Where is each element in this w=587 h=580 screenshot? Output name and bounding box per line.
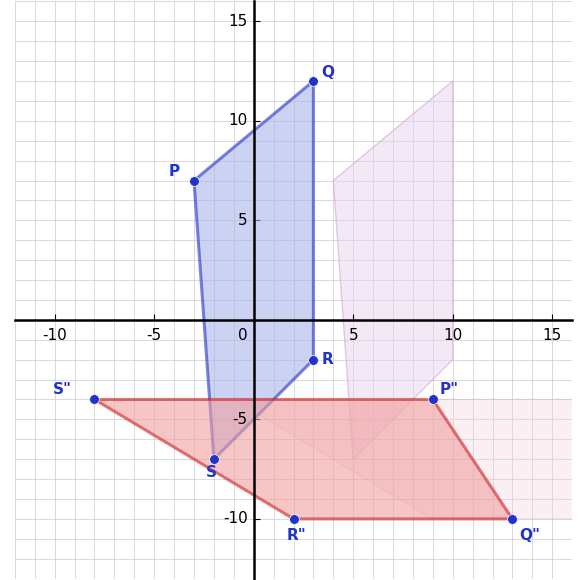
- Text: 15: 15: [542, 328, 562, 343]
- Text: R": R": [286, 528, 306, 543]
- Text: S: S: [205, 465, 217, 480]
- Polygon shape: [194, 81, 313, 459]
- Text: P": P": [440, 382, 459, 397]
- Text: 10: 10: [443, 328, 463, 343]
- Text: -5: -5: [147, 328, 162, 343]
- Text: Q": Q": [519, 528, 541, 543]
- Text: 5: 5: [349, 328, 358, 343]
- Text: S": S": [53, 382, 72, 397]
- Text: -10: -10: [42, 328, 67, 343]
- Text: R: R: [322, 352, 333, 367]
- Text: P: P: [169, 164, 180, 179]
- Polygon shape: [95, 400, 512, 519]
- Text: 10: 10: [228, 113, 248, 128]
- Text: 15: 15: [228, 14, 248, 29]
- Text: Q: Q: [322, 65, 335, 80]
- Text: -10: -10: [223, 512, 248, 527]
- Text: 0: 0: [238, 328, 248, 343]
- Polygon shape: [234, 400, 587, 519]
- Text: 5: 5: [238, 213, 248, 228]
- Polygon shape: [333, 81, 453, 459]
- Text: -5: -5: [232, 412, 248, 427]
